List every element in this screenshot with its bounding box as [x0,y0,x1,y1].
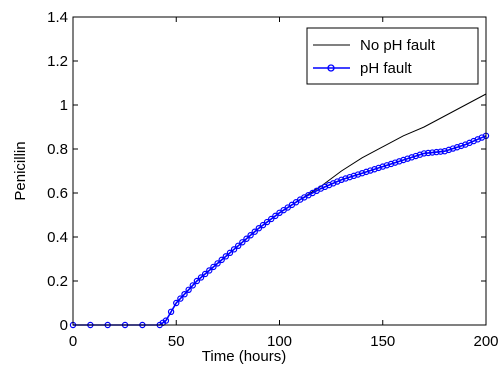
x-tick-label: 200 [473,333,498,350]
data-point-ph-fault [185,286,192,293]
series-line-ph-fault [73,135,487,326]
data-point-ph-fault [408,154,415,161]
legend-box [306,27,479,85]
data-point-ph-fault [214,260,221,267]
data-point-ph-fault [391,159,399,166]
data-point-ph-fault [404,155,411,162]
data-point-ph-fault [167,308,175,315]
data-point-ph-fault [420,150,428,157]
data-point-ph-fault [437,148,444,155]
legend-marker-ph-fault [327,64,335,72]
data-point-ph-fault [263,218,271,226]
data-point-ph-fault [226,249,234,257]
data-point-ph-fault [367,167,374,174]
data-point-ph-fault [400,156,407,164]
data-point-ph-fault [162,317,170,324]
data-point-ph-fault [458,142,465,150]
data-point-ph-fault [272,212,279,220]
x-tick-label: 100 [267,333,292,350]
y-tick-label: 1.4 [47,9,68,26]
legend-label-ph-fault: pH fault [360,60,413,77]
data-point-ph-fault [354,171,362,178]
data-point-ph-fault [375,164,382,172]
data-point-ph-fault [247,232,254,239]
data-point-ph-fault [412,152,419,160]
data-point-ph-fault [197,274,205,281]
data-point-ph-fault [338,176,345,183]
data-point-ph-fault [453,144,461,151]
legend: No pH fault pH fault [306,27,479,85]
y-tick-label: 0 [60,317,68,334]
data-point-ph-fault [363,168,370,176]
data-point-ph-fault [396,158,403,165]
x-tick-label: 150 [370,333,395,350]
data-point-ph-fault [387,160,395,168]
tick-layer: 0 50 100 150 200 0 0.2 0.4 0.6 0.8 1 1.2 1.4 [47,9,498,350]
data-point-ph-fault [433,148,440,156]
series-line-no-ph-fault [73,93,487,326]
data-point-ph-fault [173,299,180,307]
data-layer [69,93,490,329]
data-point-ph-fault [429,149,436,156]
data-point-ph-fault [177,295,184,302]
data-point-ph-fault [243,235,250,242]
y-axis-label: Penicillin [12,141,29,200]
x-tick-label: 0 [69,333,77,350]
legend-label-no-ph-fault: No pH fault [360,37,436,54]
data-point-ph-fault [193,277,201,285]
data-point-ph-fault [181,291,188,298]
data-point-ph-fault [445,146,453,154]
y-tick-label: 0.8 [47,141,68,158]
data-point-ph-fault [234,242,242,249]
data-point-ph-fault [383,162,391,169]
x-axis-label: Time (hours) [202,348,286,365]
data-point-ph-fault [259,221,267,229]
data-point-ph-fault [371,166,378,173]
data-point-ph-fault [379,163,386,170]
data-point-ph-fault [424,149,432,157]
data-point-ph-fault [218,256,225,264]
x-tick-label: 50 [168,333,185,350]
y-tick-label: 0.6 [47,185,68,202]
data-point-ph-fault [255,224,263,232]
data-point-ph-fault [230,246,238,253]
data-point-ph-fault [189,282,196,289]
data-point-ph-fault [342,175,349,182]
data-point-ph-fault [206,267,213,274]
data-point-ph-fault [346,173,353,181]
data-point-ph-fault [358,169,366,177]
data-point-ph-fault [251,228,258,235]
y-tick-label: 0.4 [47,229,68,246]
data-point-ph-fault [239,239,246,246]
data-point-ph-fault [268,215,275,223]
data-point-ph-fault [210,263,217,271]
data-point-ph-fault [350,172,358,180]
data-point-ph-fault [441,147,448,155]
y-tick-label: 1.2 [47,53,68,70]
y-tick-label: 1 [60,97,68,114]
data-point-ph-fault [222,253,230,260]
data-point-ph-fault [416,151,424,158]
y-tick-label: 0.2 [47,273,68,290]
data-point-ph-fault [449,145,457,152]
data-point-ph-fault [201,270,209,278]
